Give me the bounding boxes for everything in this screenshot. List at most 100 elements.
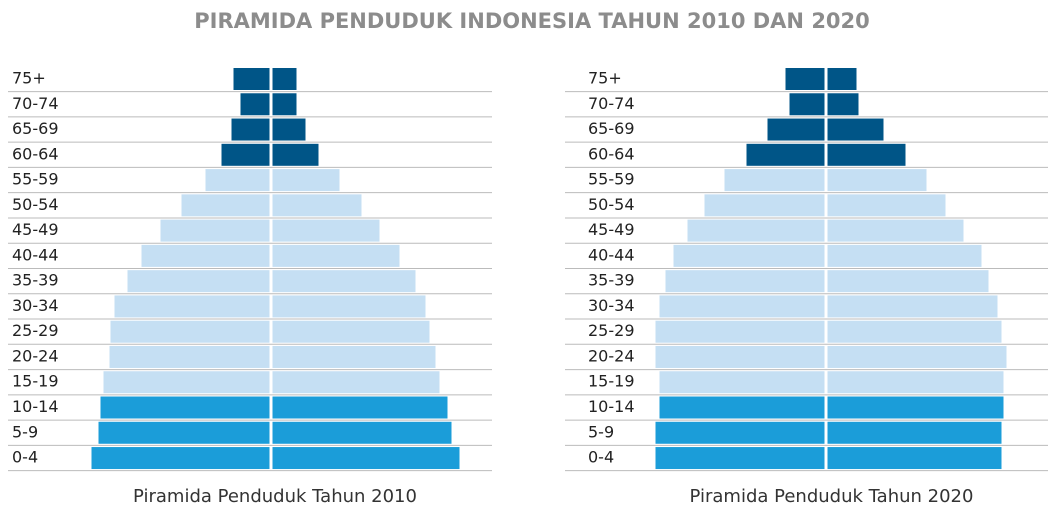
bar-right [272,421,452,444]
bar-right [827,371,1004,394]
chart-caption: Piramida Penduduk Tahun 2020 [690,486,974,507]
bar-left [655,345,825,368]
category-label: 70-74 [12,94,59,113]
bar-left [655,320,825,343]
category-label: 45-49 [588,220,635,239]
category-label: 65-69 [12,119,59,138]
category-label: 35-39 [588,271,635,290]
category-label: 40-44 [12,245,59,264]
category-label: 50-54 [12,195,59,214]
bar-right [272,396,448,419]
bar-right [272,320,430,343]
bar-right [827,194,946,217]
category-label: 35-39 [12,271,59,290]
bar-left [704,194,825,217]
category-label: 15-19 [12,372,59,391]
bar-left [205,169,270,192]
category-label: 75+ [588,69,622,88]
bar-left [114,295,270,318]
bar-left [221,143,270,166]
bar-left [665,270,825,293]
category-label: 30-34 [588,296,635,315]
bar-right [272,447,460,470]
bar-right [827,169,927,192]
category-label: 0-4 [588,448,614,467]
bar-right [272,194,362,217]
category-label: 55-59 [12,170,59,189]
bar-left [91,447,270,470]
category-label: 40-44 [588,245,635,264]
category-label: 5-9 [12,422,38,441]
category-label: 60-64 [588,144,635,163]
category-label: 45-49 [12,220,59,239]
bar-right [272,169,340,192]
category-label: 15-19 [588,372,635,391]
bar-right [272,143,319,166]
category-label: 70-74 [588,94,635,113]
category-label: 55-59 [588,170,635,189]
bar-left [231,118,270,141]
bar-left [240,93,270,116]
bar-right [827,295,998,318]
bar-right [827,244,982,267]
category-label: 30-34 [12,296,59,315]
bar-right [827,270,989,293]
bar-right [827,421,1002,444]
bar-left [789,93,825,116]
bar-right [272,118,306,141]
bar-right [827,396,1004,419]
bar-left [767,118,825,141]
category-label: 10-14 [12,397,59,416]
bar-left [655,447,825,470]
chart-caption: Piramida Penduduk Tahun 2010 [133,486,417,507]
bar-left [141,244,270,267]
bar-left [746,143,825,166]
bar-right [827,219,964,242]
category-label: 65-69 [588,119,635,138]
bar-left [659,371,825,394]
bar-left [110,320,270,343]
category-label: 0-4 [12,448,38,467]
category-label: 10-14 [588,397,635,416]
bar-left [687,219,825,242]
bar-left [659,295,825,318]
bar-left [103,371,270,394]
category-label: 20-24 [588,346,635,365]
bar-left [673,244,825,267]
bar-right [272,93,297,116]
bar-right [272,219,380,242]
category-label: 75+ [12,69,46,88]
bar-right [272,371,440,394]
bar-right [272,270,416,293]
bar-left [100,396,270,419]
category-label: 20-24 [12,346,59,365]
bar-left [655,421,825,444]
category-label: 50-54 [588,195,635,214]
bar-left [785,68,825,90]
bar-right [827,345,1007,368]
bar-right [827,68,857,90]
bar-left [160,219,270,242]
bar-right [272,345,436,368]
bar-left [109,345,270,368]
bar-right [272,295,426,318]
bar-right [827,143,906,166]
bar-right [827,320,1002,343]
category-label: 25-29 [588,321,635,340]
bar-right [827,93,859,116]
bar-right [272,68,297,90]
bar-left [181,194,270,217]
bar-right [272,244,400,267]
bar-left [233,68,270,90]
bar-right [827,447,1002,470]
bar-left [724,169,825,192]
bar-left [127,270,270,293]
bar-right [827,118,884,141]
chart-title: PIRAMIDA PENDUDUK INDONESIA TAHUN 2010 D… [194,9,870,33]
category-label: 25-29 [12,321,59,340]
bar-left [659,396,825,419]
category-label: 5-9 [588,422,614,441]
category-label: 60-64 [12,144,59,163]
bar-left [98,421,270,444]
